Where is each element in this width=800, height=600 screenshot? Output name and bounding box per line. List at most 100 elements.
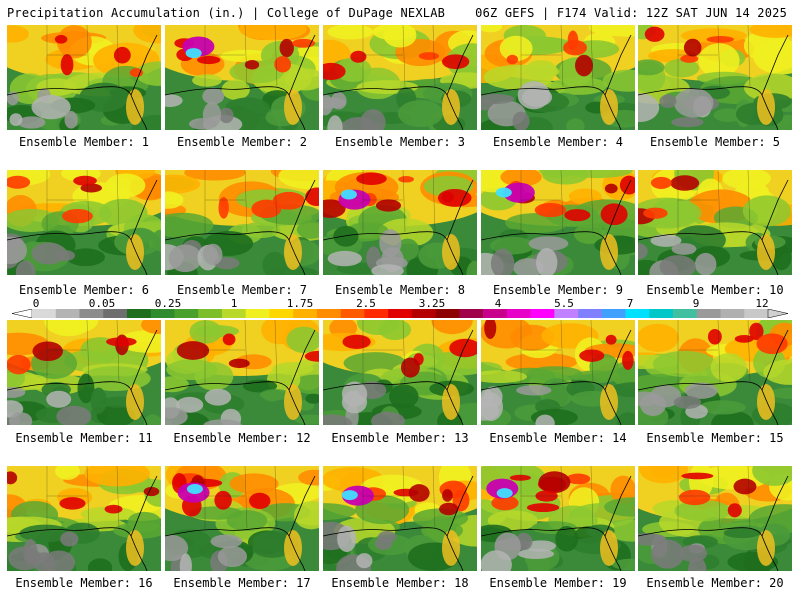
ensemble-map-panel xyxy=(481,320,635,425)
colorbar-tick-label: 1 xyxy=(230,297,238,310)
ensemble-member-label: Ensemble Member: 8 xyxy=(334,283,466,297)
ensemble-member-label: Ensemble Member: 10 xyxy=(646,283,784,297)
colorbar-tick-label: 3.25 xyxy=(418,297,446,310)
ensemble-member-label: Ensemble Member: 5 xyxy=(649,135,781,149)
ensemble-member-label: Ensemble Member: 9 xyxy=(492,283,624,297)
colorbar-swatch xyxy=(79,309,104,318)
precip-map xyxy=(7,25,161,130)
colorbar-swatch xyxy=(578,309,603,318)
ensemble-map-panel xyxy=(481,25,635,130)
colorbar-swatch xyxy=(483,309,508,318)
ensemble-member-label: Ensemble Member: 4 xyxy=(492,135,624,149)
colorbar-tick-label: 7 xyxy=(626,297,634,310)
colorbar-swatch xyxy=(506,309,531,318)
precip-colorbar xyxy=(12,309,788,318)
ensemble-map-panel xyxy=(638,170,792,275)
colorbar-swatch xyxy=(55,309,80,318)
colorbar-swatch xyxy=(126,309,152,318)
colorbar-swatch xyxy=(293,309,318,318)
colorbar-max-arrow xyxy=(767,309,788,318)
colorbar-swatch xyxy=(435,309,460,318)
colorbar-swatch xyxy=(411,309,436,318)
colorbar-swatch xyxy=(601,309,626,318)
colorbar-swatch xyxy=(364,309,389,318)
precip-map xyxy=(7,466,161,571)
colorbar-swatch xyxy=(554,309,579,318)
chart-title: Precipitation Accumulation (in.) | Colle… xyxy=(7,6,446,20)
precip-map xyxy=(481,320,635,425)
precip-map xyxy=(7,170,161,275)
colorbar-tick-label: 5.5 xyxy=(554,297,574,310)
colorbar-swatch xyxy=(625,309,650,318)
ensemble-member-label: Ensemble Member: 11 xyxy=(15,431,153,445)
ensemble-member-label: Ensemble Member: 7 xyxy=(176,283,308,297)
precip-map xyxy=(638,170,792,275)
ensemble-map-panel xyxy=(7,25,161,130)
colorbar-tick-label: 0.05 xyxy=(88,297,116,310)
ensemble-member-label: Ensemble Member: 18 xyxy=(331,576,469,590)
ensemble-map-panel xyxy=(638,466,792,571)
colorbar-swatch xyxy=(32,309,57,318)
ensemble-member-label: Ensemble Member: 17 xyxy=(173,576,311,590)
ensemble-member-label: Ensemble Member: 3 xyxy=(334,135,466,149)
colorbar-swatch xyxy=(388,309,413,318)
colorbar-swatch xyxy=(245,309,270,318)
precip-map xyxy=(638,466,792,571)
precip-map xyxy=(7,320,161,425)
ensemble-map-panel xyxy=(165,25,319,130)
ensemble-map-panel xyxy=(7,466,161,571)
ensemble-member-label: Ensemble Member: 16 xyxy=(15,576,153,590)
ensemble-member-label: Ensemble Member: 13 xyxy=(331,431,469,445)
ensemble-map-panel xyxy=(323,466,477,571)
colorbar-tick-label: 12 xyxy=(755,297,769,310)
precip-map xyxy=(165,170,319,275)
ensemble-member-label: Ensemble Member: 15 xyxy=(646,431,784,445)
ensemble-map-panel xyxy=(7,170,161,275)
colorbar-swatch xyxy=(744,309,769,318)
precip-map xyxy=(481,170,635,275)
colorbar-swatch xyxy=(340,309,365,318)
colorbar-swatch xyxy=(459,309,484,318)
colorbar-min-arrow xyxy=(12,309,33,318)
colorbar-swatch xyxy=(673,309,698,318)
precip-map xyxy=(481,466,635,571)
ensemble-map-panel xyxy=(323,170,477,275)
colorbar-swatch xyxy=(174,309,199,318)
ensemble-member-label: Ensemble Member: 19 xyxy=(489,576,627,590)
ensemble-map-panel xyxy=(638,320,792,425)
colorbar-swatch xyxy=(221,309,246,318)
colorbar-tick-label: 2.5 xyxy=(356,297,376,310)
ensemble-map-panel xyxy=(165,170,319,275)
ensemble-member-label: Ensemble Member: 1 xyxy=(18,135,150,149)
colorbar-swatch xyxy=(103,309,128,318)
precip-map xyxy=(323,466,477,571)
model-run-info: 06Z GEFS | F174 Valid: 12Z SAT JUN 14 20… xyxy=(475,6,787,20)
colorbar-swatch xyxy=(649,309,674,318)
ensemble-member-label: Ensemble Member: 14 xyxy=(489,431,627,445)
ensemble-member-label: Ensemble Member: 6 xyxy=(18,283,150,297)
precip-map xyxy=(165,25,319,130)
colorbar-tick-label: 0.25 xyxy=(154,297,182,310)
precip-map xyxy=(165,466,319,571)
ensemble-map-panel xyxy=(7,320,161,425)
colorbar-swatch xyxy=(696,309,721,318)
ensemble-map-panel xyxy=(165,320,319,425)
precip-map xyxy=(481,25,635,130)
ensemble-map-panel xyxy=(323,320,477,425)
precip-map xyxy=(323,25,477,130)
ensemble-member-label: Ensemble Member: 12 xyxy=(173,431,311,445)
precip-map xyxy=(638,25,792,130)
colorbar-swatch xyxy=(198,309,223,318)
colorbar-tick-label: 0 xyxy=(32,297,40,310)
precip-map xyxy=(165,320,319,425)
colorbar-swatch xyxy=(150,309,175,318)
ensemble-map-panel xyxy=(481,466,635,571)
colorbar-swatch xyxy=(316,309,341,318)
precip-map xyxy=(323,320,477,425)
precip-map xyxy=(638,320,792,425)
colorbar-swatch xyxy=(269,309,294,318)
colorbar-swatch xyxy=(720,309,745,318)
colorbar-tick-label: 1.75 xyxy=(286,297,314,310)
ensemble-member-label: Ensemble Member: 2 xyxy=(176,135,308,149)
colorbar-swatch xyxy=(530,309,555,318)
